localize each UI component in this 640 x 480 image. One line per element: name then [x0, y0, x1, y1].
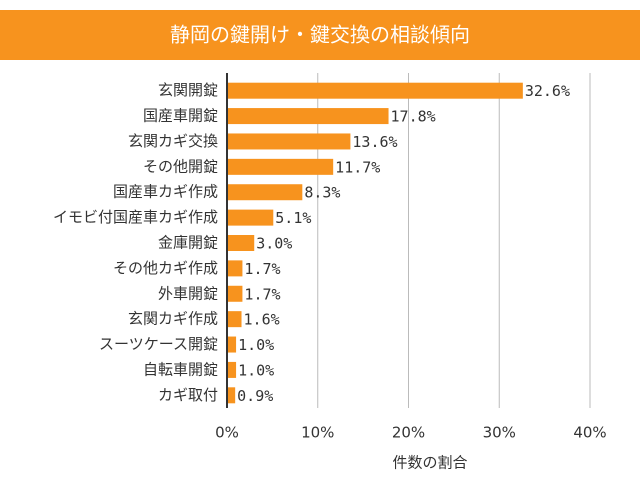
bar	[227, 260, 243, 277]
y-tick-label: 玄関カギ作成	[128, 310, 218, 328]
value-label: 1.6%	[244, 311, 280, 329]
x-tick-label: 20%	[392, 424, 425, 442]
bar	[227, 387, 236, 404]
y-tick-label: カギ取付	[158, 386, 218, 404]
value-label: 1.7%	[244, 260, 280, 278]
value-label: 5.1%	[275, 209, 311, 227]
bar	[227, 311, 242, 328]
value-label: 32.6%	[525, 82, 570, 100]
value-label: 1.7%	[244, 285, 280, 303]
y-tick-label: その他開錠	[143, 157, 218, 175]
y-tick-label: イモビ付国産車カギ作成	[53, 208, 218, 226]
y-tick-label: 外車開錠	[158, 284, 218, 302]
x-tick-label: 30%	[483, 424, 516, 442]
y-tick-label: 国産車カギ作成	[113, 183, 218, 201]
value-label: 11.7%	[335, 158, 380, 176]
y-tick-label: 玄関開錠	[158, 81, 218, 99]
y-tick-label: スーツケース開錠	[99, 335, 218, 353]
y-tick-label: 国産車開錠	[143, 107, 218, 125]
y-tick-label: 金庫開錠	[158, 234, 218, 252]
x-axis-label: 件数の割合	[392, 454, 467, 472]
bar	[227, 285, 243, 302]
bar	[227, 209, 274, 226]
bar	[227, 235, 255, 251]
value-label: 17.8%	[391, 108, 436, 126]
bar	[227, 82, 523, 99]
title-banner	[0, 10, 640, 60]
x-tick-label: 40%	[573, 424, 606, 442]
bar	[227, 133, 351, 150]
value-label: 1.0%	[238, 336, 274, 354]
bar	[227, 336, 237, 353]
bar	[227, 158, 334, 175]
y-tick-label: 自転車開錠	[143, 360, 218, 378]
bar	[227, 184, 303, 201]
chart-title: 静岡の鍵開け・鍵交換の相談傾向	[170, 23, 470, 47]
value-label: 0.9%	[237, 387, 273, 405]
value-label: 3.0%	[256, 235, 292, 253]
bar	[227, 108, 389, 125]
value-label: 1.0%	[238, 361, 274, 379]
x-tick-label: 0%	[215, 424, 239, 442]
y-tick-label: その他カギ作成	[113, 259, 218, 277]
value-label: 13.6%	[352, 133, 397, 151]
y-tick-label: 玄関カギ交換	[128, 132, 218, 150]
value-label: 8.3%	[304, 184, 340, 202]
bar	[227, 361, 237, 378]
x-tick-label: 10%	[301, 424, 334, 442]
